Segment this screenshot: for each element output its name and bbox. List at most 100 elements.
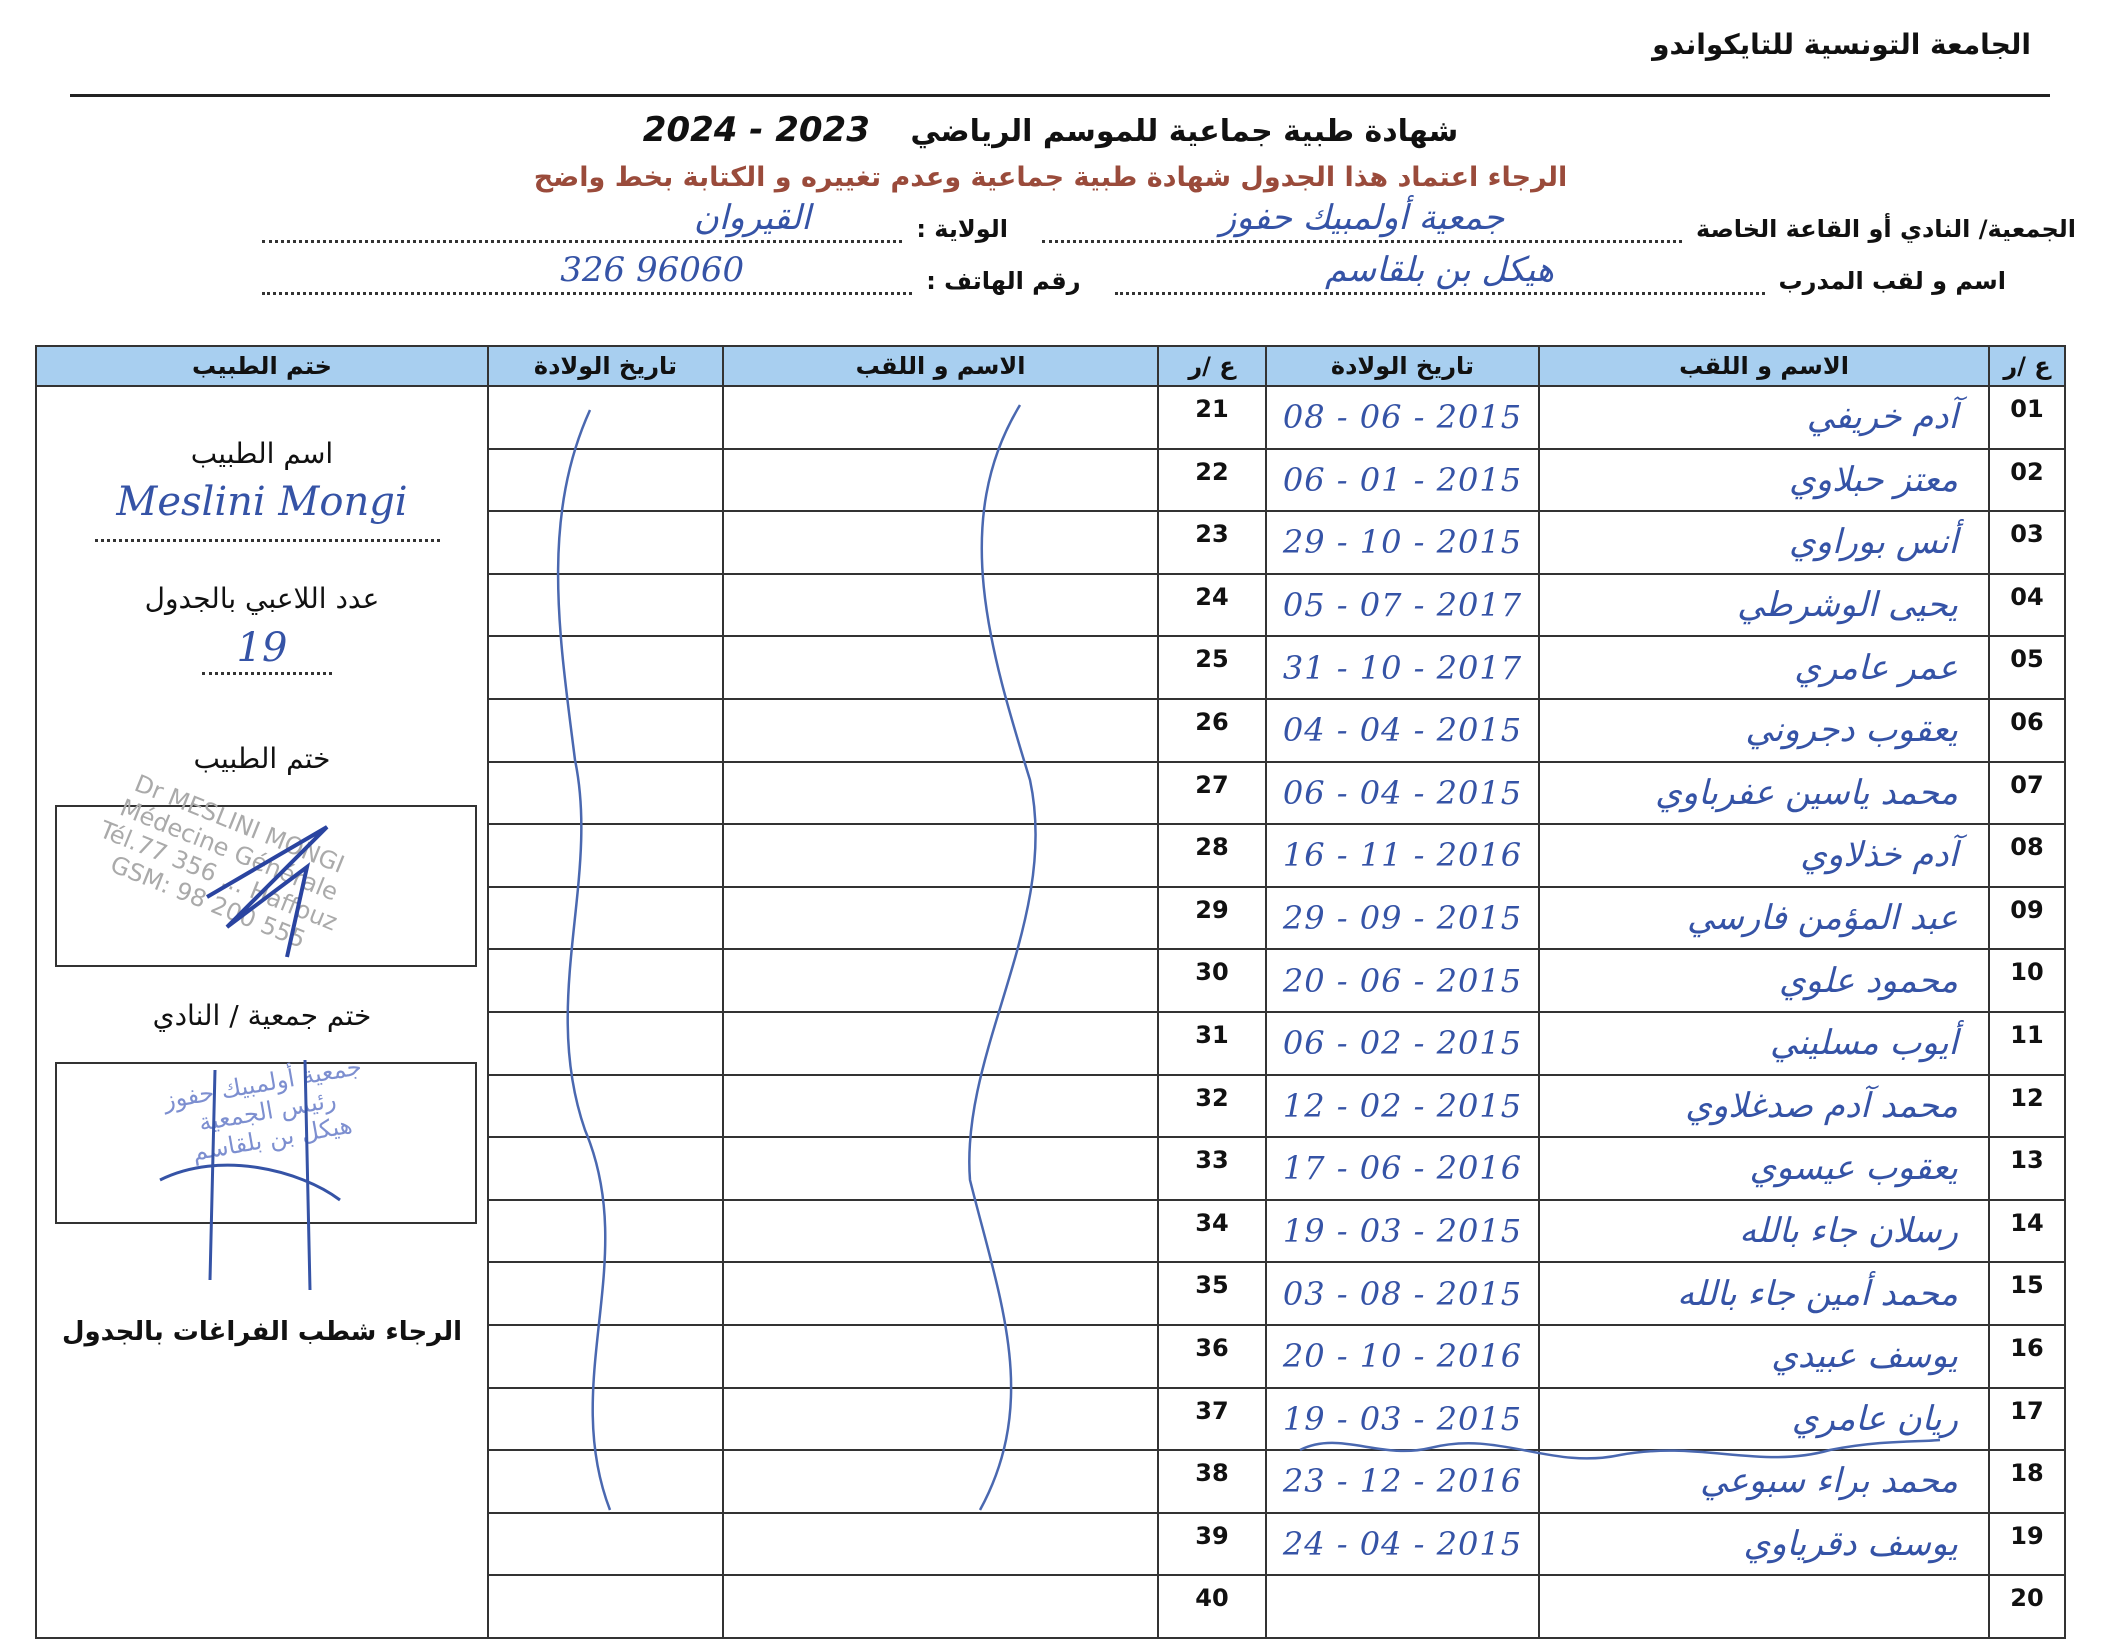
- doctor-name-dots: [95, 539, 440, 542]
- row-number: 01: [1988, 385, 2066, 450]
- table-header: ع /ر الاسم و اللقب تاريخ الولادة ع /ر ال…: [35, 345, 2066, 387]
- row-number: 04: [1988, 572, 2066, 638]
- player-name: محمد براء سبوعي: [1538, 1449, 1990, 1514]
- doctor-stamp-box: Dr MESLINI MONGI Médecine Générale Tél.7…: [55, 769, 477, 967]
- player-birthdate-empty: [487, 1511, 724, 1577]
- player-birthdate: 2016 - 10 - 20: [1265, 1323, 1540, 1389]
- instructions: الرجاء اعتماد هذا الجدول شهادة طبية جماع…: [533, 162, 1568, 193]
- row-number: 10: [1988, 948, 2066, 1013]
- player-birthdate-empty: [487, 1449, 724, 1514]
- row-number: 05: [1988, 635, 2066, 700]
- row-number: 23: [1157, 510, 1267, 575]
- player-birthdate-empty: [487, 760, 724, 826]
- players-count-label: عدد اللاعبي بالجدول: [144, 582, 380, 615]
- player-name-empty: [722, 447, 1159, 513]
- player-name-empty: [722, 760, 1159, 826]
- player-name: أنس بوراوي: [1538, 510, 1990, 575]
- player-birthdate-empty: [487, 1073, 724, 1139]
- player-birthdate-empty: [487, 1010, 724, 1076]
- player-name: آدم خذلاوي: [1538, 823, 1990, 888]
- player-birthdate: 2015 - 02 - 12: [1265, 1073, 1540, 1139]
- phone-field: 96060 326: [262, 250, 913, 295]
- player-name-empty: [722, 948, 1159, 1013]
- row-number: 38: [1157, 1449, 1267, 1514]
- player-birthdate: 2016 - 06 - 17: [1265, 1136, 1540, 1201]
- player-birthdate: 2015 - 02 - 06: [1265, 1010, 1540, 1076]
- club-stamp: جمعية أولمبيك حفوز رئيس الجمعية هيكل بن …: [161, 1052, 364, 1167]
- player-birthdate: 2015 - 04 - 06: [1265, 760, 1540, 826]
- table-row: 12 محمد آدم صدغلاوي 2015 - 02 - 12 32: [36, 1073, 2066, 1139]
- club-stamp-box: جمعية أولمبيك حفوز رئيس الجمعية هيكل بن …: [55, 1052, 477, 1224]
- row-number: 18: [1988, 1449, 2066, 1514]
- players-table: ع /ر الاسم و اللقب تاريخ الولادة ع /ر ال…: [35, 345, 2066, 1639]
- player-birthdate-empty: [487, 572, 724, 638]
- player-name-empty: [722, 1198, 1159, 1264]
- player-name: ريان عامري: [1538, 1386, 1990, 1452]
- table-row: 03 أنس بوراوي 2015 - 10 - 29 23: [36, 510, 2066, 575]
- player-name: أيوب مسليني: [1538, 1010, 1990, 1076]
- player-name: عمر عامري: [1538, 635, 1990, 700]
- table-row: 13 يعقوب عيسوي 2016 - 06 - 17 33: [36, 1136, 2066, 1201]
- player-birthdate-empty: [487, 823, 724, 888]
- club-value: جمعية أولمبيك حفوز: [1219, 198, 1505, 238]
- player-birthdate-empty: [487, 885, 724, 951]
- player-name: محمد آدم صدغلاوي: [1538, 1073, 1990, 1139]
- player-name-empty: [722, 697, 1159, 763]
- player-birthdate-empty: [487, 385, 724, 450]
- player-birthdate: 2015 - 06 - 20: [1265, 948, 1540, 1013]
- players-count-dots: [202, 672, 332, 675]
- player-name: يحيى الوشرطي: [1538, 572, 1990, 638]
- player-name: معتز حبلاوي: [1538, 447, 1990, 513]
- row-number: 09: [1988, 885, 2066, 951]
- wilaya-label: الولاية :: [916, 215, 1009, 243]
- player-birthdate-empty: [487, 1386, 724, 1452]
- player-birthdate: 2015 - 04 - 04: [1265, 697, 1540, 763]
- player-name: محمد ياسين عفرباوي: [1538, 760, 1990, 826]
- header-name: الاسم و اللقب: [1538, 345, 1990, 387]
- player-name: آدم خريفي: [1538, 385, 1990, 450]
- coach-value: هيكل بن بلقاسم: [1325, 250, 1555, 290]
- player-birthdate: 2015 - 03 - 19: [1265, 1198, 1540, 1264]
- doctor-stamp-label: ختم الطبيب: [193, 742, 331, 775]
- player-name-empty: [722, 1449, 1159, 1514]
- player-birthdate: 2015 - 01 - 06: [1265, 447, 1540, 513]
- player-name: [1538, 1574, 1990, 1639]
- row-number: 34: [1157, 1198, 1267, 1264]
- player-name-empty: [722, 1010, 1159, 1076]
- player-birthdate-empty: [487, 948, 724, 1013]
- document-title: شهادة طبية جماعية للموسم الرياضي 2023 - …: [0, 110, 2101, 150]
- player-name: عبد المؤمن فارسي: [1538, 885, 1990, 951]
- player-birthdate: 2015 - 09 - 29: [1265, 885, 1540, 951]
- player-name-empty: [722, 1261, 1159, 1326]
- table-row: 01 آدم خريفي 2015 - 06 - 08 21 اسم الطبيب M…: [35, 385, 2066, 1639]
- player-name-empty: [722, 1574, 1159, 1639]
- wilaya-field: القيروان: [262, 198, 903, 243]
- player-name-empty: [722, 1073, 1159, 1139]
- player-birthdate-empty: [487, 1323, 724, 1389]
- coach-label: اسم و لقب المدرب: [1778, 267, 2006, 295]
- wilaya-value: القيروان: [693, 198, 811, 238]
- row-number: 19: [1988, 1511, 2066, 1577]
- player-birthdate: 2017 - 10 - 31: [1265, 635, 1540, 700]
- row-number: 07: [1988, 760, 2066, 826]
- row-number: 13: [1988, 1136, 2066, 1201]
- player-birthdate-empty: [487, 510, 724, 575]
- header-num: ع /ر: [1988, 345, 2066, 387]
- header-num-2: ع /ر: [1157, 345, 1267, 387]
- player-name-empty: [722, 1386, 1159, 1452]
- club-label: الجمعية/ النادي أو القاعة الخاصة: [1696, 215, 2076, 243]
- player-birthdate: 2015 - 03 - 19: [1265, 1386, 1540, 1452]
- header-divider: [70, 94, 2050, 97]
- federation-name: الجامعة التونسية للتايكواندو: [1652, 28, 2031, 61]
- row-number: 03: [1988, 510, 2066, 575]
- row-number: 28: [1157, 823, 1267, 888]
- row-number: 32: [1157, 1073, 1267, 1139]
- table-row: 10 محمود علوي 2015 - 06 - 20 30: [36, 948, 2066, 1013]
- row-number: 26: [1157, 697, 1267, 763]
- row-number: 16: [1988, 1323, 2066, 1389]
- row-number: 24: [1157, 572, 1267, 638]
- table-row: 16 يوسف عبيدي 2016 - 10 - 20 36: [36, 1323, 2066, 1389]
- coach-line: اسم و لقب المدرب هيكل بن بلقاسم رقم الها…: [262, 250, 2006, 295]
- players-count-value: 19: [236, 625, 288, 671]
- row-number: 31: [1157, 1010, 1267, 1076]
